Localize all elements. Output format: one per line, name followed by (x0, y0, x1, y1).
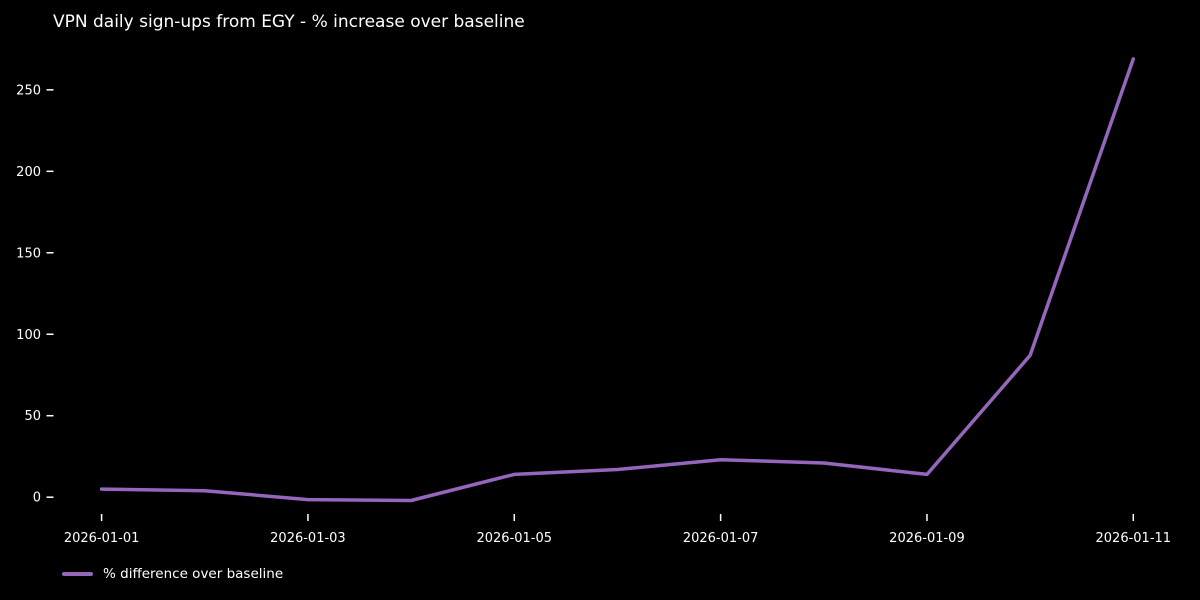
y-axis-tick-label: 200 (16, 165, 41, 180)
x-axis-tick-label: 2026-01-09 (889, 531, 965, 546)
legend-label: % difference over baseline (103, 566, 284, 582)
y-axis-tick-label: 150 (16, 246, 41, 261)
x-axis-tick-label: 2026-01-07 (683, 531, 759, 546)
y-axis-tick-label: 0 (33, 491, 41, 506)
legend-line-swatch (62, 572, 93, 576)
x-axis-tick-label: 2026-01-11 (1096, 531, 1172, 546)
y-axis-tick-label: 50 (24, 409, 41, 424)
x-axis-tick-label: 2026-01-01 (64, 531, 140, 546)
data-line-series (99, 57, 1136, 503)
x-axis-tick-label: 2026-01-03 (270, 531, 346, 546)
legend: % difference over baseline (62, 566, 283, 582)
y-axis-tick-label: 250 (16, 83, 41, 98)
y-axis-tick-label: 100 (16, 328, 41, 343)
chart-title: VPN daily sign-ups from EGY - % increase… (53, 12, 525, 32)
x-axis-tick-label: 2026-01-05 (476, 531, 552, 546)
